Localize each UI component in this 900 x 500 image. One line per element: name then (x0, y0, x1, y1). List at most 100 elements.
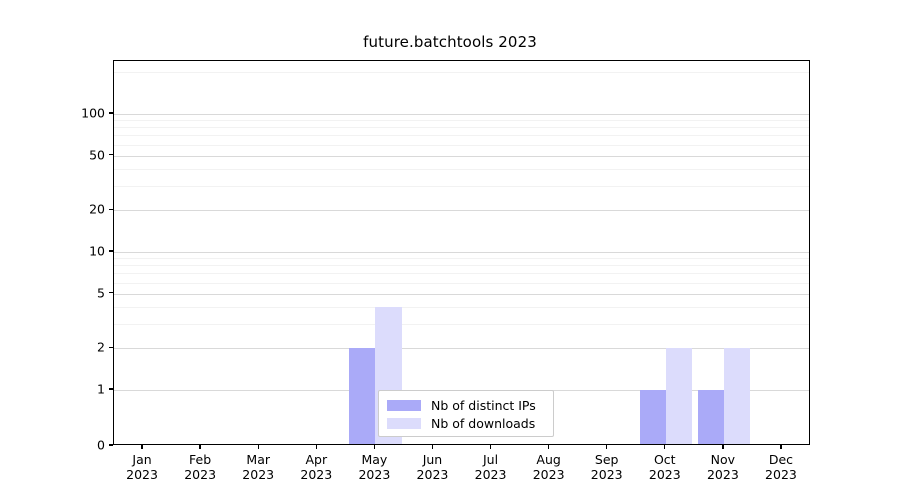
x-tick-month: Jun (422, 452, 443, 467)
x-tick-year: 2023 (706, 467, 739, 482)
x-tick-mark (722, 445, 724, 449)
x-tick-year: 2023 (184, 467, 217, 482)
x-tick-month: May (361, 452, 388, 467)
y-tick-mark (109, 153, 113, 156)
x-tick-month: Mar (246, 452, 270, 467)
x-tick-label: Nov 2023 (688, 452, 758, 482)
x-tick-year: 2023 (242, 467, 275, 482)
x-tick-year: 2023 (648, 467, 681, 482)
bar-distinct-ips (639, 390, 666, 444)
x-tick-label: Sep 2023 (572, 452, 642, 482)
legend-swatch-icon-downloads (387, 417, 421, 429)
x-tick-year: 2023 (590, 467, 623, 482)
gridline (114, 155, 809, 157)
legend-item-downloads: Nb of downloads (387, 414, 545, 432)
x-tick-mark (664, 445, 666, 449)
chart-title: future.batchtools 2023 (363, 33, 537, 51)
x-tick-month: Oct (653, 452, 676, 467)
y-tick-label: 10 (89, 243, 105, 259)
x-tick-mark (141, 445, 143, 449)
y-tick-label: 100 (81, 105, 105, 121)
gridline (114, 257, 809, 259)
gridline (114, 306, 809, 308)
gridline (114, 293, 809, 295)
x-tick-label: Jan 2023 (107, 452, 177, 482)
x-tick-label: May 2023 (339, 452, 409, 482)
x-tick-mark (373, 445, 376, 449)
y-axis: 100 50 20 10 5 2 1 0 (60, 0, 113, 500)
y-tick-mark (109, 250, 113, 252)
y-tick-mark (109, 291, 113, 294)
gridline (114, 251, 809, 253)
y-tick-label: 50 (89, 147, 105, 163)
bar-distinct-ips (349, 348, 376, 444)
bar-downloads (665, 348, 692, 444)
x-tick-month: Dec (768, 452, 794, 467)
gridline (114, 71, 809, 73)
y-tick-label: 2 (97, 339, 105, 355)
gridline (114, 264, 809, 266)
gridline (114, 347, 809, 349)
y-tick-label: 20 (89, 201, 105, 217)
gridline (114, 144, 809, 146)
x-tick-year: 2023 (358, 467, 391, 482)
gridline (114, 323, 809, 325)
y-tick-mark (109, 208, 113, 211)
gridline (114, 168, 809, 170)
plot-area (113, 60, 810, 445)
y-tick-label: 1 (97, 381, 105, 397)
x-tick-label: Jul 2023 (456, 452, 526, 482)
x-tick-label: Mar 2023 (223, 452, 293, 482)
y-tick-label: 5 (97, 285, 105, 301)
x-tick-year: 2023 (765, 467, 797, 482)
x-tick-label: Aug 2023 (514, 452, 584, 482)
y-tick-mark (109, 444, 113, 446)
x-tick-label: Dec 2023 (746, 452, 816, 482)
x-tick-year: 2023 (474, 467, 507, 482)
x-tick-label: Apr 2023 (281, 452, 351, 482)
gridline (114, 113, 809, 115)
legend-swatch-icon-ips (387, 399, 421, 411)
legend-label-ips: Nb of distinct IPs (431, 397, 536, 413)
x-tick-month: Apr (305, 452, 328, 467)
legend-item-ips: Nb of distinct IPs (387, 396, 545, 414)
gridline (114, 209, 809, 211)
gridline (114, 126, 809, 128)
x-tick-month: Sep (594, 452, 619, 467)
x-tick-mark (780, 445, 782, 449)
x-tick-year: 2023 (416, 467, 449, 482)
y-tick-mark (109, 346, 113, 349)
x-tick-year: 2023 (300, 467, 333, 482)
x-axis: Jan 2023 Feb 2023 Mar 2023 Apr 2023 May 2023 Jun 20… (113, 445, 810, 500)
gridline (114, 282, 809, 284)
y-tick-label: 0 (97, 437, 105, 453)
x-tick-mark (199, 445, 201, 449)
y-tick-mark (109, 112, 113, 114)
x-tick-month: Feb (189, 452, 212, 467)
x-tick-mark (547, 445, 550, 449)
x-tick-label: Feb 2023 (165, 452, 235, 482)
x-tick-mark (489, 445, 492, 449)
gridline (114, 119, 809, 121)
gridline (114, 272, 809, 274)
x-tick-label: Jun 2023 (397, 452, 467, 482)
x-tick-mark (257, 445, 259, 449)
gridline (114, 134, 809, 136)
x-tick-year: 2023 (126, 467, 158, 482)
x-tick-month: Nov (710, 452, 736, 467)
x-tick-mark (606, 445, 608, 449)
y-tick-mark (109, 388, 113, 390)
chart-legend: Nb of distinct IPs Nb of downloads (378, 390, 554, 437)
x-tick-mark (315, 445, 317, 449)
bar-downloads (723, 348, 750, 444)
x-tick-month: Jan (132, 452, 152, 467)
gridline (114, 185, 809, 187)
x-tick-mark (431, 445, 434, 449)
x-tick-month: Jul (482, 452, 499, 467)
x-tick-label: Oct 2023 (630, 452, 700, 482)
bar-distinct-ips (697, 390, 724, 444)
legend-label-downloads: Nb of downloads (431, 415, 536, 431)
x-tick-month: Aug (536, 452, 561, 467)
x-tick-year: 2023 (532, 467, 565, 482)
